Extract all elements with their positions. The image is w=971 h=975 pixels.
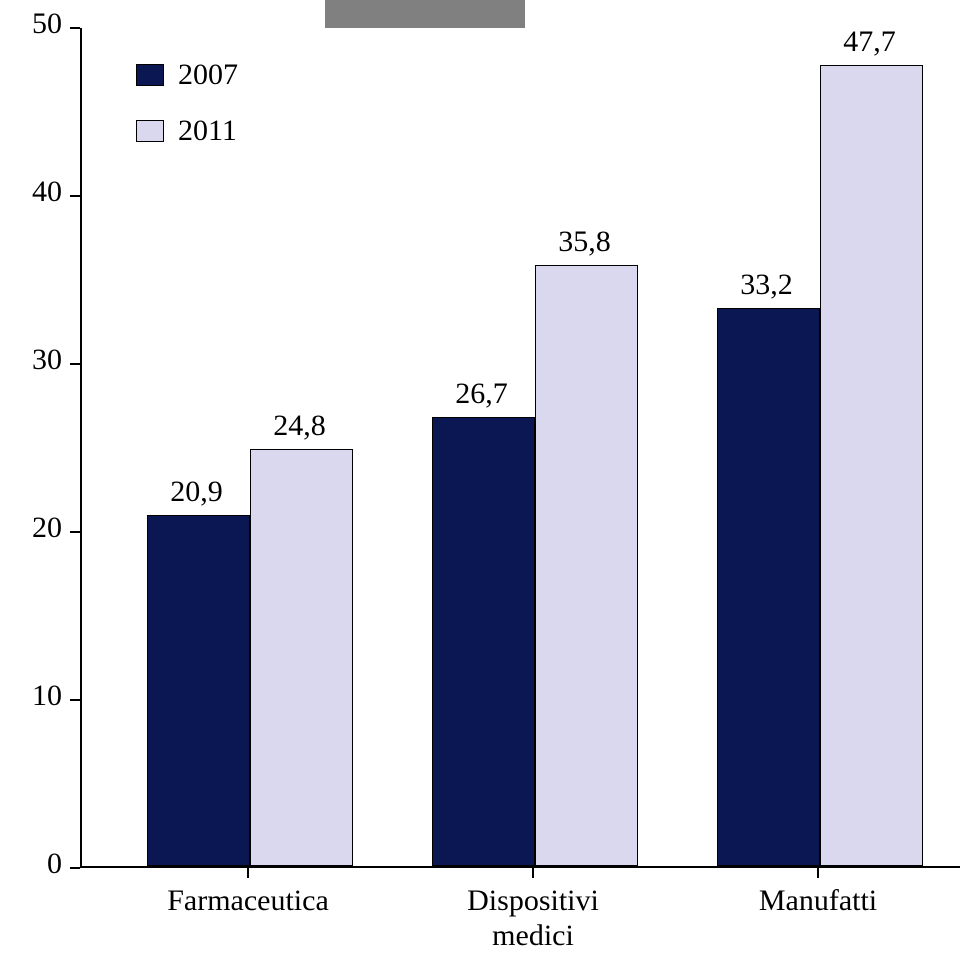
header-gray-box <box>325 0 525 28</box>
bar-2011 <box>820 65 923 866</box>
x-axis-label: Manufatti <box>688 884 948 919</box>
legend-swatch <box>136 120 164 142</box>
bar-2011 <box>535 265 638 866</box>
legend-label: 2011 <box>178 114 237 148</box>
y-tick <box>70 531 80 533</box>
x-tick <box>247 868 249 878</box>
x-axis-label: Farmaceutica <box>118 884 378 919</box>
plot-area <box>80 28 960 868</box>
value-label-2011: 24,8 <box>248 409 351 443</box>
value-label-2007: 33,2 <box>715 268 818 302</box>
value-label-2011: 47,7 <box>818 25 921 59</box>
legend-item: 2007 <box>136 58 336 92</box>
legend-swatch <box>136 64 164 86</box>
bar-2011 <box>250 449 353 866</box>
y-axis-label: 0 <box>0 847 62 881</box>
x-tick <box>817 868 819 878</box>
y-tick <box>70 363 80 365</box>
bar-2007 <box>147 515 250 866</box>
y-axis-label: 10 <box>0 679 62 713</box>
y-axis-label: 20 <box>0 511 62 545</box>
chart-canvas: 2007 2011 0 10 20 30 40 50 20,924,8 Farmaceutica… <box>0 0 971 975</box>
y-tick <box>70 195 80 197</box>
x-tick <box>532 868 534 878</box>
y-axis-label: 30 <box>0 343 62 377</box>
y-tick <box>70 27 80 29</box>
x-axis-label: Dispositivimedici <box>403 884 663 953</box>
y-axis-label: 40 <box>0 175 62 209</box>
legend-label: 2007 <box>178 58 238 92</box>
value-label-2007: 26,7 <box>430 377 533 411</box>
bar-2007 <box>717 308 820 866</box>
legend: 2007 2011 <box>136 58 336 148</box>
legend-item: 2011 <box>136 114 336 148</box>
y-tick <box>70 699 80 701</box>
y-tick <box>70 867 80 869</box>
y-axis-label: 50 <box>0 7 62 41</box>
value-label-2007: 20,9 <box>145 475 248 509</box>
value-label-2011: 35,8 <box>533 225 636 259</box>
bar-2007 <box>432 417 535 866</box>
